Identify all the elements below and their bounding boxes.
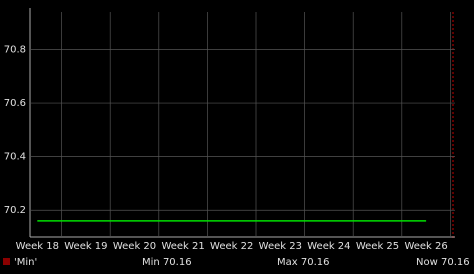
legend-label: 'Min' (14, 257, 37, 268)
stat-value: 70.16 (441, 257, 470, 268)
x-tick-label: Week 24 (307, 241, 350, 252)
x-tick-label: Week 20 (113, 241, 156, 252)
y-tick-label: 70.6 (4, 98, 26, 109)
y-tick-label: 70.4 (4, 152, 26, 163)
x-tick-label: Week 21 (161, 241, 204, 252)
y-tick-label: 70.2 (4, 205, 26, 216)
stat-label: Min (142, 257, 160, 268)
x-tick-label: Week 26 (404, 241, 447, 252)
stat-label: Max (277, 257, 298, 268)
stat-label: Now (416, 257, 438, 268)
x-tick-label: Week 19 (64, 241, 107, 252)
stat: Min 70.16 (142, 257, 192, 268)
x-tick-label: Week 22 (210, 241, 253, 252)
stat: Now 70.16 (416, 257, 470, 268)
stat: Max 70.16 (277, 257, 330, 268)
x-tick-label: Week 25 (356, 241, 399, 252)
y-tick-label: 70.8 (4, 45, 26, 56)
stat-value: 70.16 (163, 257, 192, 268)
x-tick-label: Week 18 (16, 241, 59, 252)
stat-value: 70.16 (301, 257, 330, 268)
x-tick-label: Week 23 (259, 241, 302, 252)
legend-swatch (3, 258, 10, 265)
